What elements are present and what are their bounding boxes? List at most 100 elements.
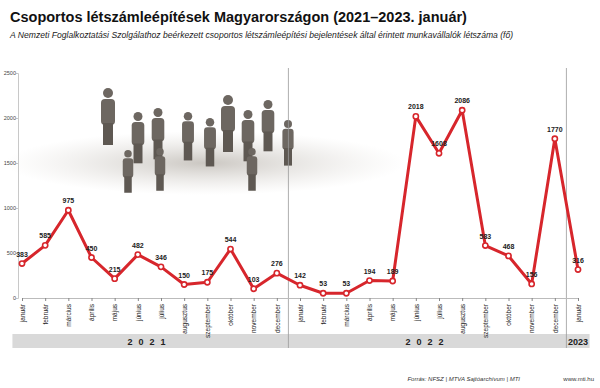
data-labels: 3835859754502154823461501755441032761425… — [16, 97, 584, 287]
x-tick-label: augusztus — [181, 303, 189, 333]
x-tick-mark — [254, 298, 255, 301]
x-tick-label: január — [297, 303, 305, 323]
x-tick-label: május — [389, 303, 397, 321]
year-separator — [288, 68, 289, 348]
silhouette-body — [101, 99, 115, 125]
marker — [390, 278, 395, 283]
silhouette-body — [123, 158, 134, 178]
silhouette-body — [132, 122, 145, 145]
x-tick: november — [528, 298, 535, 333]
y-axis-line — [16, 74, 19, 299]
x-tick: május — [389, 298, 397, 321]
x-tick-label: augusztus — [459, 303, 467, 333]
data-label: 468 — [503, 243, 515, 250]
silhouette-legs — [223, 130, 233, 152]
silhouette — [182, 112, 194, 160]
silhouette-head — [103, 88, 113, 98]
x-tick-label: április — [88, 303, 96, 321]
silhouette-head — [244, 110, 253, 119]
decoration — [5, 88, 405, 195]
marker — [112, 276, 117, 281]
data-label: 583 — [479, 233, 491, 240]
x-tick-mark — [578, 298, 579, 301]
y-tick: 1500 — [4, 160, 18, 166]
marker — [575, 267, 580, 272]
x-tick: május — [111, 298, 119, 321]
x-tick-mark — [231, 298, 232, 301]
silhouette-legs — [103, 123, 113, 145]
silhouette-head — [284, 120, 292, 128]
x-tick: február — [320, 298, 327, 325]
x-tick-mark — [161, 298, 162, 301]
x-tick-label: október — [227, 303, 234, 326]
silhouette-legs — [124, 176, 132, 193]
x-tick-mark — [207, 298, 208, 301]
data-label: 346 — [155, 254, 167, 261]
x-tick-mark — [393, 298, 394, 301]
y-tick-label: 2500 — [4, 70, 16, 76]
x-tick-label: február — [320, 303, 327, 324]
x-tick-mark — [509, 298, 510, 301]
marker — [158, 264, 163, 269]
data-label: 2018 — [408, 103, 424, 110]
x-tick-label: február — [42, 303, 49, 324]
y-tick-mark — [16, 73, 18, 74]
line — [22, 110, 578, 293]
x-tick-mark — [138, 298, 139, 301]
data-label: 316 — [572, 257, 584, 264]
data-label: 142 — [294, 272, 306, 279]
silhouette-body — [204, 127, 216, 149]
marker — [552, 136, 557, 141]
silhouette-body — [221, 106, 235, 132]
source: Forrás: NFSZ | MTVA Sajtóarchívum | MTI — [407, 376, 520, 382]
x-tick: június — [135, 298, 143, 322]
marker — [436, 151, 441, 156]
x-tick: július — [158, 298, 166, 320]
x-tick-mark — [300, 298, 301, 301]
data-label: 585 — [39, 232, 51, 239]
marker — [182, 282, 187, 287]
silhouette-legs — [264, 132, 273, 152]
marker — [205, 280, 210, 285]
x-tick: január — [297, 298, 305, 323]
y-tick-label: 1000 — [4, 205, 16, 211]
data-label: 482 — [132, 242, 144, 249]
data-label: 150 — [178, 272, 190, 279]
x-tick-mark — [416, 298, 417, 301]
x-tick-mark — [45, 298, 46, 301]
data-label: 383 — [16, 251, 28, 258]
silhouette — [221, 95, 235, 152]
x-tick-mark — [485, 298, 486, 301]
x-tick: április — [88, 298, 96, 321]
data-label: 276 — [271, 260, 283, 267]
silhouette-legs — [248, 174, 256, 191]
marker — [460, 108, 465, 113]
x-tick: november — [250, 298, 257, 333]
x-tick: szeptember — [482, 298, 490, 338]
x-tick-label: október — [505, 303, 512, 326]
x-tick: október — [227, 298, 234, 326]
data-label: 2086 — [454, 97, 470, 104]
y-tick-mark — [16, 118, 18, 119]
silhouette — [132, 112, 145, 163]
marker — [19, 261, 24, 266]
x-tick: április — [366, 298, 374, 321]
x-tick-label: július — [158, 303, 166, 320]
x-tick-label: január — [575, 303, 583, 323]
silhouette — [247, 148, 258, 191]
y-tick-mark — [16, 298, 18, 299]
silhouette-body — [152, 118, 165, 141]
silhouette — [101, 88, 115, 145]
marker — [321, 291, 326, 296]
x-tick-label: április — [366, 303, 374, 321]
marker — [506, 253, 511, 258]
silhouette-body — [242, 120, 255, 143]
y-tick: 2500 — [4, 70, 18, 76]
x-tick-label: június — [413, 303, 421, 322]
x-tick-label: március — [343, 303, 350, 327]
silhouette-body — [247, 156, 258, 176]
y-tick-mark — [16, 208, 18, 209]
silhouette-head — [206, 118, 215, 127]
silhouette-legs — [134, 144, 143, 164]
x-tick-mark — [462, 298, 463, 301]
